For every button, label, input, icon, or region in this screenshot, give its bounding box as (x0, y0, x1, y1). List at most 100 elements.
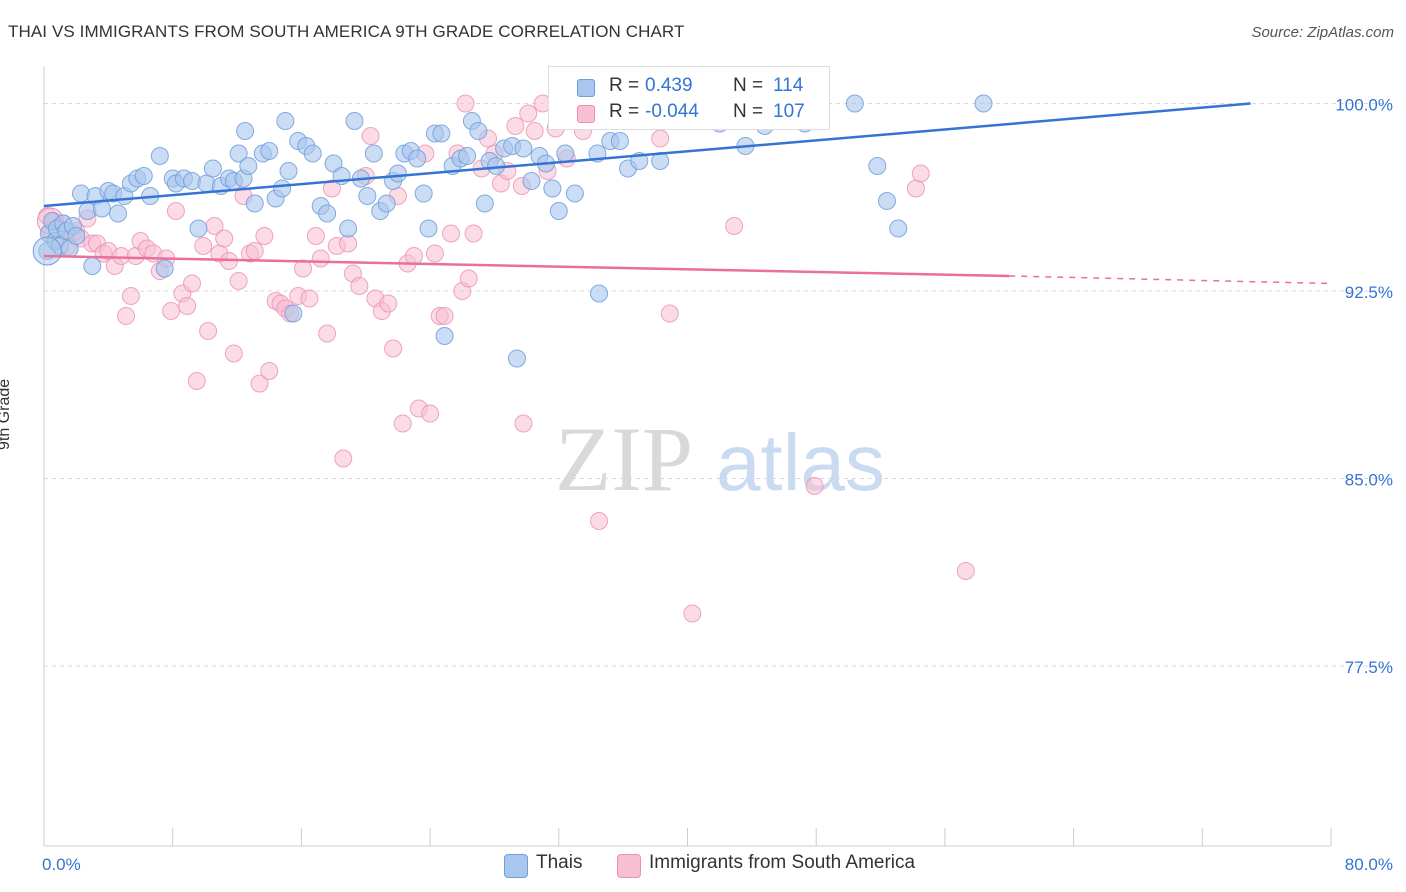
immigrants-point (255, 227, 274, 245)
thais-point (32, 236, 62, 266)
stats-row-immigrants: R = -0.044 N = 107 (549, 101, 829, 127)
immigrants-point (166, 202, 185, 220)
immigrants-point (187, 372, 206, 390)
immigrants-point (405, 247, 424, 265)
axes (43, 66, 1332, 847)
n-label: N = (733, 101, 764, 122)
immigrants-point (384, 339, 403, 358)
thais-point (565, 184, 584, 203)
immigrants-point (224, 344, 243, 363)
immigrants-point (318, 324, 337, 343)
thais-point (303, 144, 322, 163)
immigrants-point (651, 129, 670, 148)
thais-point (408, 149, 427, 168)
immigrants-point (459, 269, 478, 288)
immigrants-point (425, 244, 444, 263)
x-tick-label-min: 0.0% (42, 855, 81, 874)
thais-point (432, 124, 451, 143)
thais-point (284, 304, 303, 323)
immigrants-legend-label: Immigrants from South America (649, 852, 916, 873)
n-value-immigrants: 107 (773, 101, 805, 122)
y-tick-label: 100.0% (1335, 96, 1393, 115)
immigrants-point (361, 127, 380, 145)
thais-point (189, 219, 208, 238)
series-thais-points (32, 94, 993, 368)
immigrants-point (956, 562, 975, 580)
thais-legend-swatch (504, 854, 528, 878)
thais-point (475, 194, 494, 213)
immigrants-point (464, 224, 483, 243)
immigrants-point (379, 294, 398, 313)
immigrants-point (350, 277, 369, 295)
thais-point (364, 144, 383, 163)
thais-point (318, 204, 337, 223)
immigrants-point (215, 229, 234, 248)
immigrants-point (199, 322, 218, 340)
watermark: ZIP atlas (555, 408, 885, 510)
watermark-zip: ZIP (555, 408, 693, 510)
thais-point (889, 219, 908, 238)
thais-point (435, 327, 454, 345)
thais-point (388, 164, 407, 183)
thais-point (279, 162, 298, 180)
thais-trend-line (43, 102, 1251, 208)
thais-point (414, 184, 433, 203)
chart-title: THAI VS IMMIGRANTS FROM SOUTH AMERICA 9T… (8, 22, 685, 41)
thais-point (549, 202, 568, 220)
immigrants-point (456, 94, 475, 113)
immigrants-point (339, 234, 358, 253)
immigrants-point (435, 307, 454, 325)
immigrants-point (194, 237, 213, 255)
immigrants-point (183, 274, 202, 293)
immigrants-point (506, 117, 525, 135)
stats-legend: R = 0.439 N = 114 R = -0.044 N = 107 (548, 66, 830, 130)
thais-point (590, 284, 609, 303)
thais-point (514, 139, 533, 158)
x-tick-label-max: 80.0% (1345, 855, 1393, 874)
immigrants-point (322, 179, 341, 198)
thais-point (273, 179, 292, 198)
trend-lines (43, 102, 1332, 285)
y-tick-label: 85.0% (1345, 471, 1393, 490)
tick-labels: 100.0% 92.5% 85.0% 77.5% 0.0% 80.0% (42, 96, 1393, 875)
thais-point (239, 157, 258, 175)
immigrants-point (525, 122, 544, 140)
immigrants-point (683, 604, 702, 623)
thais-point (543, 179, 562, 198)
series-immigrants-points (36, 94, 975, 623)
thais-point (109, 204, 128, 223)
immigrants-point (311, 249, 330, 268)
immigrants-point (178, 297, 197, 315)
immigrants-point (519, 104, 538, 123)
thais-point (556, 144, 575, 163)
thais-point (83, 257, 102, 275)
thais-point (229, 144, 248, 163)
watermark-atlas: atlas (716, 418, 885, 507)
thais-point (345, 112, 364, 130)
immigrants-point (260, 362, 279, 380)
thais-point (507, 349, 526, 368)
y-tick-label: 92.5% (1345, 283, 1393, 302)
r-value-thais: 0.439 (645, 75, 693, 96)
source-credit: Source: ZipAtlas.com (1251, 24, 1394, 41)
immigrants-trend-line (43, 254, 1010, 278)
thais-point (377, 194, 396, 213)
thais-point (155, 259, 174, 278)
thais-point (845, 94, 864, 113)
immigrants-point (514, 414, 533, 433)
immigrants-point (117, 307, 136, 325)
immigrants-swatch (577, 105, 595, 123)
immigrants-point (906, 179, 925, 198)
immigrants-point (442, 224, 461, 243)
immigrants-point (421, 404, 440, 423)
thais-point (458, 147, 477, 165)
thais-point (134, 167, 153, 185)
immigrants-point (660, 304, 679, 323)
stats-row-thais: R = 0.439 N = 114 (549, 75, 829, 101)
immigrants-point (245, 242, 264, 260)
immigrants-point (300, 289, 319, 308)
immigrants-trend-extension (1009, 275, 1332, 285)
immigrants-point (805, 477, 824, 495)
thais-point (236, 122, 255, 140)
